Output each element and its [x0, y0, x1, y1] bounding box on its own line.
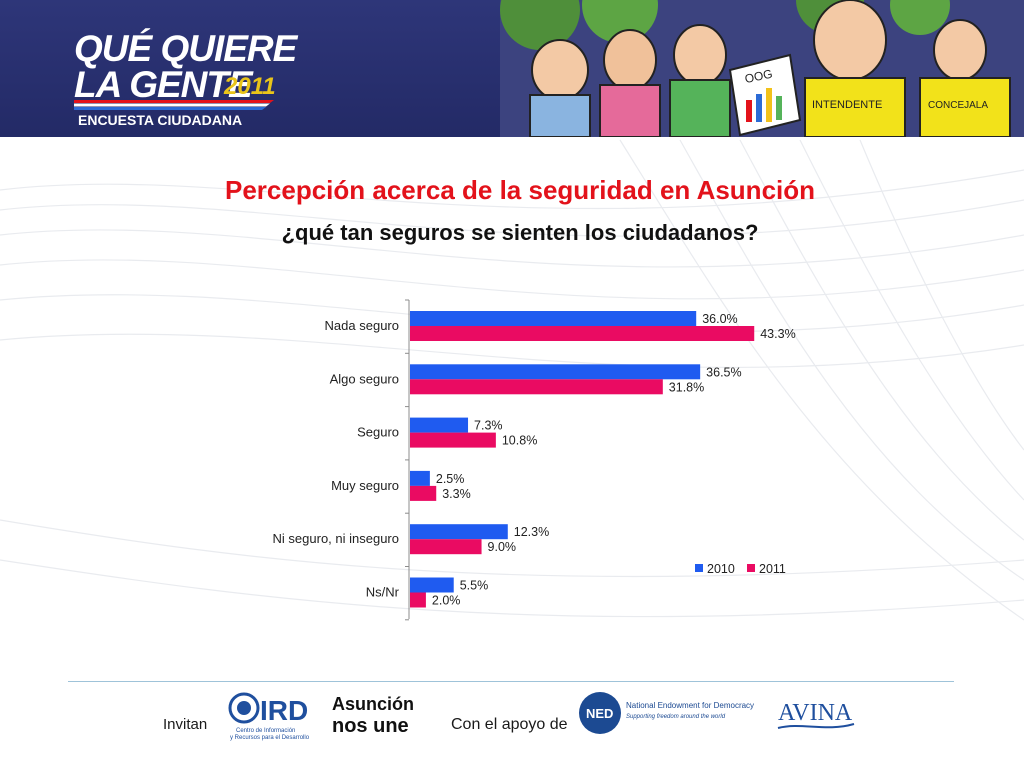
bar-2010: [410, 470, 430, 486]
ned-logo: NED National Endowment for Democracy Sup…: [579, 692, 754, 734]
bar-2011: [410, 326, 755, 341]
crowd-illustration: OOG INTENDENTE CONCEJALA: [500, 0, 1024, 137]
data-label-2011: 43.3%: [760, 327, 795, 341]
category-label: Algo seguro: [330, 371, 399, 386]
concejala-sign-text: CONCEJALA: [928, 100, 988, 111]
asuncion-nos-une-logo: Asunción nos une: [332, 694, 414, 737]
data-label-2010: 7.3%: [474, 419, 503, 433]
oog-sign-text: OOG: [743, 66, 773, 86]
data-label-2010: 2.5%: [436, 472, 465, 486]
bar-2010: [410, 364, 701, 380]
footer-divider: [68, 681, 954, 682]
data-label-2010: 36.0%: [702, 312, 737, 326]
legend-swatch-2011: [747, 564, 755, 572]
logo-year: 2011: [224, 73, 276, 100]
avina-logo-text: AVINA: [778, 700, 853, 726]
ird-caption-1: Centro de Información: [236, 728, 295, 734]
data-label-2011: 3.3%: [442, 487, 471, 501]
slide-subtitle: ¿qué tan seguros se sienten los ciudadan…: [281, 220, 759, 245]
invite-label: Invitan: [163, 716, 208, 733]
bar-2011: [410, 539, 482, 555]
data-label-2010: 36.5%: [706, 365, 741, 379]
legend-label-2010: 2010: [707, 562, 735, 576]
logo-subtitle: ENCUESTA CIUDADANA: [78, 112, 243, 128]
que-quiere-la-gente-logo: QUÉ QUIERE LA GENTE 2011 ENCUESTA CIUDAD…: [74, 30, 304, 130]
logo-line-1: QUÉ QUIERE: [74, 28, 297, 69]
bar-2011: [410, 485, 437, 501]
category-label: Nada seguro: [325, 318, 399, 333]
bar-2010: [410, 417, 469, 433]
footer-sponsors: Invitan IRD Centro de Información y Recu…: [0, 682, 1024, 768]
category-label: Ni seguro, ni inseguro: [273, 531, 399, 546]
ned-logo-text: NED: [586, 706, 613, 721]
legend-label-2011: 2011: [759, 562, 786, 576]
bar-2011: [410, 592, 426, 608]
header-banner: QUÉ QUIERE LA GENTE 2011 ENCUESTA CIUDAD…: [0, 0, 1024, 137]
category-label: Muy seguro: [331, 478, 399, 493]
data-label-2011: 31.8%: [669, 380, 704, 394]
data-label-2011: 2.0%: [432, 594, 461, 608]
bar-2010: [410, 524, 508, 540]
intendente-sign-text: INTENDENTE: [812, 99, 882, 111]
flag-stripes-icon: [74, 100, 274, 110]
ird-logo: IRD Centro de Información y Recursos par…: [228, 692, 310, 741]
data-label-2010: 5.5%: [460, 579, 489, 593]
data-label-2011: 10.8%: [502, 434, 537, 448]
category-label: Seguro: [357, 425, 399, 440]
asuncion-logo-line-2: nos une: [332, 715, 409, 737]
avina-logo: AVINA: [777, 700, 855, 729]
bar-2011: [410, 379, 663, 395]
asuncion-logo-line-1: Asunción: [332, 694, 414, 714]
legend-swatch-2010: [695, 564, 703, 572]
bar-2011: [410, 432, 496, 448]
ird-logo-text: IRD: [260, 695, 308, 726]
oog-chart-sign: OOG: [728, 53, 802, 137]
data-label-2011: 9.0%: [488, 540, 517, 554]
logo-line-2: LA GENTE: [74, 64, 253, 105]
ned-name: National Endowment for Democracy: [626, 701, 754, 710]
ned-tagline: Supporting freedom around the world: [626, 714, 726, 720]
bar-2010: [410, 311, 697, 326]
data-label-2010: 12.3%: [514, 525, 549, 539]
ird-caption-2: y Recursos para el Desarrollo: [230, 735, 310, 741]
bar-2010: [410, 577, 454, 593]
category-label: Ns/Nr: [366, 585, 400, 600]
support-label: Con el apoyo de: [451, 716, 568, 733]
slide-title: Percepción acerca de la seguridad en Asu…: [224, 175, 816, 205]
